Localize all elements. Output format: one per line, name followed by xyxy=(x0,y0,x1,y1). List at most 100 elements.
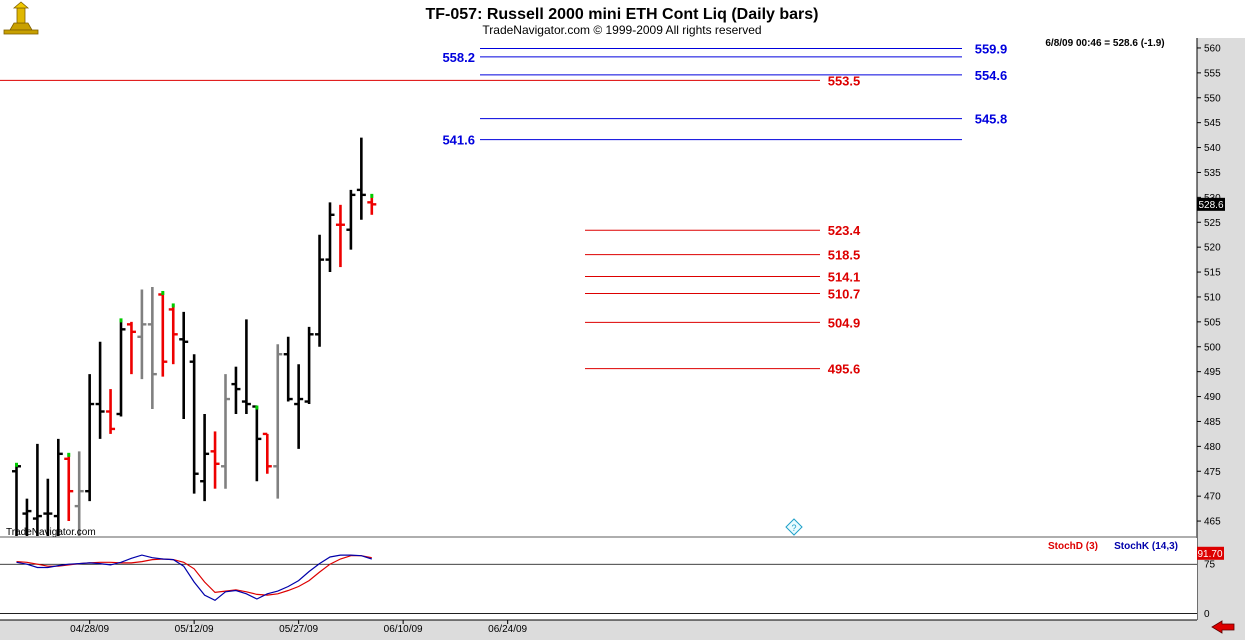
level-label: 545.8 xyxy=(975,112,1008,127)
scroll-right-arrow-icon[interactable] xyxy=(1211,620,1235,634)
ohlc-bar xyxy=(179,311,189,419)
ohlc-bar xyxy=(22,498,32,536)
ohlc-bar xyxy=(137,289,147,380)
ohlc-bar xyxy=(304,326,314,405)
ohlc-bar xyxy=(126,321,136,375)
price-tick-label: 560 xyxy=(1204,43,1221,54)
bar-highlight-mark xyxy=(255,405,259,410)
ohlc-bar xyxy=(283,336,293,402)
level-label: 510.7 xyxy=(828,286,861,301)
stochastic-lines xyxy=(0,554,1197,614)
price-tick-label: 520 xyxy=(1204,243,1221,254)
ohlc-bar xyxy=(147,287,157,410)
ohlc-bar xyxy=(106,389,116,434)
stochastic-panel xyxy=(0,538,1197,620)
ohlc-bar xyxy=(74,451,84,536)
ohlc-bar xyxy=(221,374,230,489)
ohlc-bar xyxy=(346,189,356,250)
bar-highlight-mark xyxy=(15,462,18,467)
current-price-tag-background xyxy=(1197,197,1225,211)
ohlc-bar xyxy=(273,344,283,499)
ohlc-bar xyxy=(294,364,304,449)
level-label: 559.9 xyxy=(975,41,1008,56)
header-panel xyxy=(0,0,1245,38)
price-tick-label: 545 xyxy=(1204,118,1221,129)
price-tick-label: 550 xyxy=(1204,93,1221,104)
level-label: 504.9 xyxy=(828,315,861,330)
level-label: 518.5 xyxy=(828,248,861,263)
ohlc-bar xyxy=(210,431,220,489)
ohlc-bar xyxy=(158,290,168,377)
ohlc-bar xyxy=(252,405,262,482)
ohlc-bar xyxy=(168,303,178,365)
ohlc-bar xyxy=(32,443,42,536)
price-tick-label: 500 xyxy=(1204,342,1221,353)
date-tick-label: 04/28/09 xyxy=(70,624,109,635)
level-label: 514.1 xyxy=(828,270,861,285)
price-tick-label: 480 xyxy=(1204,442,1221,453)
date-axis: 04/28/09 05/12/09 05/27/09 06/10/09 06/24/09 xyxy=(70,620,528,635)
ohlc-bar xyxy=(231,366,241,414)
stoch-value-tag-background xyxy=(1197,546,1224,560)
ohlc-bar xyxy=(116,318,126,417)
ohlc-bar xyxy=(356,137,366,220)
bar-highlight-mark xyxy=(67,452,71,457)
help-diamond-icon[interactable]: ? xyxy=(785,518,803,536)
current-price-value: 528.6 xyxy=(1198,200,1223,211)
level-label: 554.6 xyxy=(975,68,1008,83)
bar-highlight-mark xyxy=(161,290,165,295)
price-tick-label: 505 xyxy=(1204,317,1221,328)
date-tick-label: 05/27/09 xyxy=(279,624,318,635)
chart-title: TF-057: Russell 2000 mini ETH Cont Liq (… xyxy=(426,6,819,23)
legend-stochd: StochD (3) xyxy=(1048,541,1098,552)
watermark: TradeNavigator.com xyxy=(6,527,96,538)
level-label: 553.5 xyxy=(828,73,861,88)
ohlc-bar xyxy=(315,234,325,347)
level-label: 558.2 xyxy=(442,50,475,65)
price-tick-label: 490 xyxy=(1204,392,1221,403)
support-resistance-levels: 559.9 558.2 554.6 553.5 545.8 541.6 523.4 518.5… xyxy=(0,41,1008,377)
level-label: 495.6 xyxy=(828,362,861,377)
level-label: 541.6 xyxy=(442,133,475,148)
date-tick-label: 06/24/09 xyxy=(488,624,527,635)
level-label: 523.4 xyxy=(828,223,861,238)
ohlc-bar xyxy=(85,374,95,502)
price-panel xyxy=(0,38,1197,536)
trade-navigator-logo xyxy=(3,1,39,35)
legend-stochk: StochK (14,3) xyxy=(1114,541,1178,552)
price-tick-label: 485 xyxy=(1204,417,1221,428)
ohlc-bar xyxy=(325,202,335,273)
stoch-tick-label: 0 xyxy=(1204,609,1210,620)
stoch-value-tag: 91.70 xyxy=(1197,546,1224,560)
ohlc-bar xyxy=(64,452,74,522)
price-tick-label: 475 xyxy=(1204,467,1221,478)
price-tick-label: 515 xyxy=(1204,268,1221,279)
ohlc-bar xyxy=(262,432,272,474)
price-tick-label: 465 xyxy=(1204,517,1221,528)
ohlc-bar xyxy=(12,462,21,536)
ohlc-bars xyxy=(12,137,377,536)
bar-highlight-mark xyxy=(171,303,175,308)
ohlc-bar xyxy=(189,354,199,494)
price-tick-label: 495 xyxy=(1204,367,1221,378)
price-tick-label: 510 xyxy=(1204,292,1221,303)
ohlc-bar xyxy=(200,413,210,502)
current-price-tag: 528.6 xyxy=(1197,197,1225,211)
ohlc-bar xyxy=(367,193,377,215)
svg-text:?: ? xyxy=(791,523,796,533)
bar-highlight-mark xyxy=(119,318,123,323)
price-tick-label: 555 xyxy=(1204,68,1221,79)
ohlc-bar xyxy=(335,204,345,268)
stochastic-axis: 0 75 xyxy=(1204,560,1216,620)
price-tick-label: 540 xyxy=(1204,143,1221,154)
copyright-notice: TradeNavigator.com © 1999-2009 All right… xyxy=(482,23,761,37)
stoch-current-value: 91.70 xyxy=(1197,549,1222,560)
bar-highlight-mark xyxy=(370,193,374,198)
last-quote-label: 6/8/09 00:46 = 528.6 (-1.9) xyxy=(1045,38,1164,49)
ohlc-bar xyxy=(241,319,251,414)
price-tick-label: 525 xyxy=(1204,218,1221,229)
date-tick-label: 05/12/09 xyxy=(175,624,214,635)
ohlc-bar xyxy=(53,438,63,536)
